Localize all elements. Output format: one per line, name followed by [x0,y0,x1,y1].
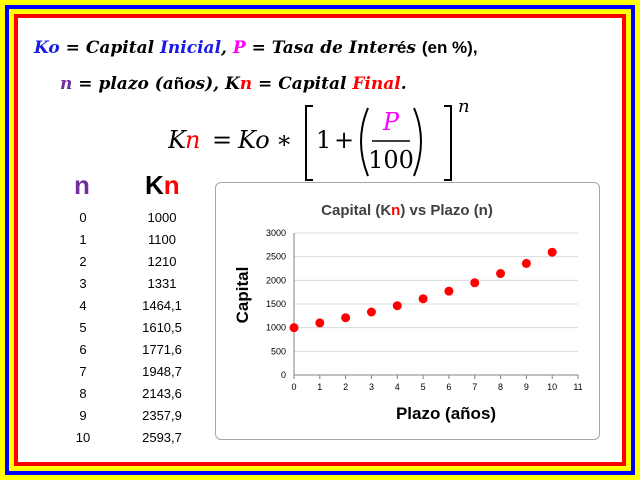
y-tick-label: 2500 [266,252,286,262]
defs-line1-part: = Tasa de Inter [245,38,397,58]
x-tick-label: 4 [395,382,400,392]
formula-plus: + [334,126,354,154]
left-bracket [305,105,313,181]
x-tick-label: 1 [317,382,322,392]
table-header-kn: Kn [145,170,180,200]
table-cell-kn: 1610,5 [142,320,182,335]
right-bracket [444,105,452,181]
defs-line2-part: os), K [184,74,240,94]
formula-numerator: P [382,108,400,136]
defs-line2-part: Final [352,74,401,94]
defs-line1-part: P [232,38,246,58]
defs-line1-part: = Capital [59,38,160,58]
y-tick-label: 0 [281,370,286,380]
table-cell-n: 9 [79,408,87,423]
data-point [289,323,299,333]
compound-interest-formula: K n = Ko ∗ 1 + P 100 n [168,96,470,181]
chart-panel: Capital (Kn) vs Plazo (n) Plazo (años) C… [215,182,600,440]
table-cell-kn: 1331 [147,276,177,291]
table-cell-n: 10 [75,430,91,445]
x-axis-label: Plazo (años) [396,404,496,423]
table-cell-kn: 1948,7 [142,364,182,379]
table-cell-n: 5 [79,320,87,335]
data-point [521,258,531,268]
defs-line1-part: , [221,38,233,58]
x-tick-label: 8 [498,382,503,392]
defs-line1-part: (en %), [421,38,478,57]
defs-line2-part: n [60,74,73,94]
chart-title-part: ) vs Plazo (n) [400,202,493,219]
defs-line1-part: Inicial [159,38,222,58]
formula-exponent: n [458,96,470,117]
data-point [366,307,376,317]
formula-ko: Ko [237,126,270,154]
right-paren [413,107,422,177]
table-cell-kn: 1464,1 [142,298,182,313]
defs-line1-part: s [406,38,422,58]
table-cell-n: 3 [79,276,87,291]
y-axis-label: Capital [233,267,252,324]
x-tick-label: 6 [446,382,451,392]
formula-n: n [185,126,200,154]
y-tick-label: 3000 [266,228,286,238]
defs-line2-part: n [239,74,253,94]
table-cell-kn: 1210 [147,254,177,269]
table-cell-kn: 2357,9 [142,408,182,423]
data-point [444,286,454,296]
chart-title: Capital (Kn) vs Plazo (n) [321,202,493,219]
defs-line1-part: é [396,38,407,57]
outer-blue-frame [5,5,635,475]
table-cell-n: 6 [79,342,87,357]
chart-title-part: Capital (K [321,202,391,219]
table-cell-n: 8 [79,386,87,401]
y-tick-label: 500 [271,346,286,356]
table-cell-n: 1 [79,232,87,247]
table-cell-kn: 1771,6 [142,342,182,357]
data-point [418,294,428,304]
formula-denominator: 100 [368,146,414,174]
x-tick-label: 7 [472,382,477,392]
x-tick-label: 11 [573,382,582,392]
data-point [470,278,480,288]
y-tick-label: 1000 [266,323,286,333]
data-point [315,318,325,328]
definitions-line-2: n = plazo (años), Kn = Capital Final. [60,74,640,94]
table-cell-n: 7 [79,364,87,379]
table-header-n: n [74,170,90,200]
x-tick-label: 0 [291,382,296,392]
formula-one: 1 [316,126,331,154]
formula-equals: = [212,126,232,154]
table-cell-kn: 2593,7 [142,430,182,445]
left-paren [360,107,369,177]
defs-line2-part: = Capital [252,74,353,94]
y-tick-label: 2000 [266,275,286,285]
definitions-line-1: Ko = Capital Inicial, P = Tasa de Interé… [34,38,624,58]
table-cell-n: 4 [79,298,87,313]
x-tick-label: 10 [547,382,557,392]
x-tick-label: 2 [343,382,348,392]
defs-line2-part: . [400,74,407,94]
capital-vs-plazo-chart: Capital (Kn) vs Plazo (n) Plazo (años) C… [233,202,583,423]
data-point [547,247,557,257]
data-point [392,301,402,311]
y-tick-label: 1500 [266,299,286,309]
defs-line2-part: ñ [173,74,185,93]
x-tick-label: 3 [369,382,374,392]
chart-title-part: n [391,202,400,219]
table-cell-kn: 2143,6 [142,386,182,401]
formula-k: K [168,126,188,154]
defs-line1-part: Ko [34,38,60,58]
formula-times: ∗ [276,126,292,154]
table-cell-kn: 1100 [148,232,176,247]
x-tick-label: 5 [421,382,426,392]
table-cell-n: 2 [79,254,87,269]
defs-line2-part: = plazo (a [72,74,174,94]
data-point [496,269,506,279]
x-tick-label: 9 [524,382,529,392]
table-cell-kn: 1000 [147,210,177,225]
table-cell-n: 0 [79,210,87,225]
data-point [341,313,351,323]
